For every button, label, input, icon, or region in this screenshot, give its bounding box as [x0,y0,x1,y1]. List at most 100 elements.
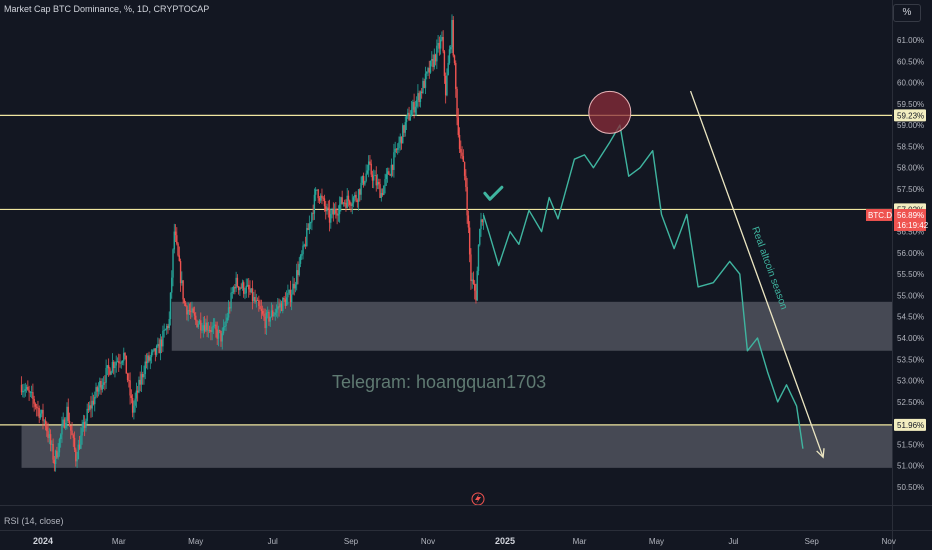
candle-body [110,371,112,375]
candle-body [453,55,456,63]
candle-body [220,330,222,342]
candle-body [181,280,183,284]
candle-body [136,390,139,393]
candle-body [308,223,311,230]
candle-body [360,182,362,195]
candle-body [159,339,162,354]
candle-body [221,333,223,342]
candle-body [202,325,205,331]
candle-body [450,47,452,50]
candle-body [304,244,307,246]
candle-body [326,207,328,212]
candle-body [288,289,290,294]
projection-path [482,124,804,449]
checkmark-icon [483,185,504,201]
candle-body [251,288,254,301]
candle-body [367,161,370,171]
candle-body [72,435,74,438]
candle-body [240,287,242,289]
candle-body [70,425,72,431]
candle-body [54,450,57,464]
candle-body [95,387,97,397]
percent-scale-button[interactable]: % [893,4,921,22]
candle-body [150,352,153,358]
candle-body [128,380,130,381]
candle-body [65,422,67,428]
rsi-indicator-label[interactable]: RSI (14, close) [4,516,64,526]
candle-body [479,229,481,245]
candle-body [239,287,241,291]
y-tick-label: 59.50% [897,100,924,109]
candle-body [246,284,249,286]
candle-body [268,311,270,322]
level-badge-label: 59.23% [897,111,924,120]
candle-body [139,379,141,385]
candle-body [390,164,393,176]
candle-body [261,311,264,314]
candle-body [346,195,348,208]
candle-body [129,380,131,396]
candle-body [91,400,93,409]
candle-body [381,193,384,195]
candle-body [90,405,92,409]
candle-body [145,361,148,364]
candle-body [229,307,231,309]
candle-body [405,115,408,123]
candle-body [71,430,73,436]
candle-body [455,62,457,89]
y-tick-label: 56.00% [897,249,924,258]
candle-body [468,227,471,255]
candle-body [258,300,260,307]
candle-body [386,171,389,175]
x-tick-label: Jul [268,537,278,546]
candle-body [58,439,61,453]
candle-body [403,125,405,133]
candle-body [260,308,263,312]
candle-body [460,149,462,153]
candle-body [44,420,47,427]
candle-body [92,400,95,405]
candle-body [87,408,90,410]
candle-body [236,277,239,287]
candle-body [157,344,159,347]
candle-body [317,189,319,199]
candle-body [42,409,44,421]
candle-body [292,283,294,295]
candle-body [309,222,312,224]
candle-body [153,348,155,351]
candle-body [293,283,295,289]
candle-body [393,152,395,170]
candle-body [370,163,372,175]
candle-body [177,243,179,256]
candle-body [472,279,475,284]
candle-body [316,189,318,191]
candle-body [365,173,367,182]
candle-body [374,175,376,177]
candle-body [193,312,196,316]
candle-body [467,215,470,228]
candle-body [53,459,56,464]
lightning-icon[interactable] [471,492,485,506]
candle-body [280,303,283,312]
candle-body [336,213,338,216]
candle-body [102,382,105,386]
candle-body [380,193,382,198]
candle-body [409,116,412,121]
candle-body [149,357,151,361]
price-axis[interactable]: 50.50%51.00%51.50%52.00%52.50%53.00%53.5… [892,0,925,550]
candle-body [395,148,398,150]
candle-body [167,325,169,328]
level-badge-label: 51.96% [897,421,924,430]
y-tick-label: 53.00% [897,377,924,386]
candle-body [215,324,217,330]
candle-body [364,181,366,185]
candle-body [59,434,62,440]
candle-body [82,422,85,428]
candle-body [474,283,476,291]
resistance-circle [588,90,632,134]
candle-body [274,312,276,315]
time-axis[interactable]: 2024 Mar May Jul Sep Nov 2025 Mar May Jul Sep Nov [0,505,932,547]
candle-body [357,189,360,202]
y-tick-label: 53.50% [897,355,924,364]
candle-body [121,360,124,363]
